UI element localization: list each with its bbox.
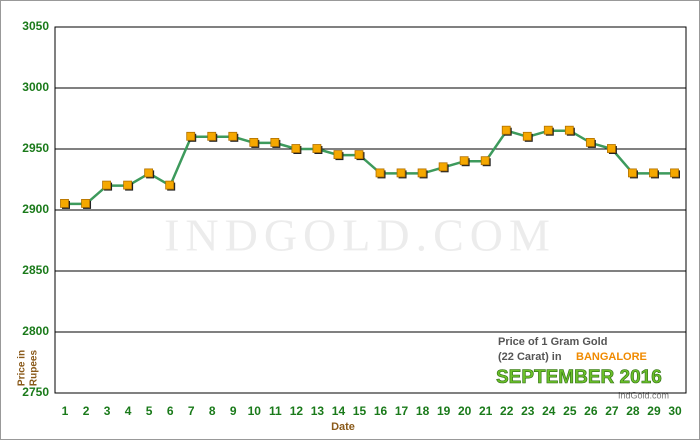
x-tick-label: 6 xyxy=(167,404,174,418)
caption-line: (22 Carat) in xyxy=(498,351,562,363)
marker xyxy=(501,125,511,135)
marker xyxy=(249,137,259,147)
marker xyxy=(144,168,154,178)
marker xyxy=(670,168,679,178)
x-tick-label: 2 xyxy=(83,404,90,418)
marker xyxy=(165,180,175,190)
marker xyxy=(102,180,111,190)
marker xyxy=(207,131,217,141)
marker xyxy=(396,168,406,178)
x-tick-label: 27 xyxy=(605,404,619,418)
y-label-line: Price in xyxy=(17,350,28,386)
x-tick-label: 11 xyxy=(269,404,282,418)
marker xyxy=(186,131,196,141)
x-tick-label: 9 xyxy=(230,404,237,418)
y-tick-label: 2750 xyxy=(22,385,49,399)
y-tick-label: 2900 xyxy=(22,202,49,216)
marker xyxy=(312,144,322,153)
x-tick-label: 21 xyxy=(479,404,493,418)
marker xyxy=(628,168,637,178)
y-tick-label: 3050 xyxy=(22,19,49,33)
marker xyxy=(480,156,490,166)
x-tick-label: 13 xyxy=(311,404,325,418)
x-tick-label: 16 xyxy=(374,404,388,418)
watermark: IndGold.com xyxy=(164,210,556,261)
y-tick-label: 2950 xyxy=(22,141,49,155)
marker xyxy=(417,168,427,178)
marker xyxy=(333,150,343,160)
x-tick-label: 19 xyxy=(437,404,451,418)
x-axis-label: Date xyxy=(331,421,355,433)
marker xyxy=(649,168,658,178)
caption-line: Price of 1 Gram Gold xyxy=(498,336,607,348)
marker xyxy=(438,162,448,172)
x-tick-label: 3 xyxy=(104,404,111,418)
y-tick-label: 2850 xyxy=(22,263,49,277)
x-tick-label: 7 xyxy=(188,404,195,418)
x-tick-label: 23 xyxy=(521,404,535,418)
x-tick-label: 8 xyxy=(209,404,216,418)
x-tick-label: 4 xyxy=(125,404,132,418)
marker xyxy=(585,137,595,147)
marker xyxy=(375,168,385,178)
y-label-line: Rupees xyxy=(29,350,40,387)
y-tick-label: 3000 xyxy=(22,80,49,94)
y-axis-label: Price in Rupees xyxy=(17,350,40,387)
marker xyxy=(564,125,574,135)
marker xyxy=(354,150,364,160)
x-tick-label: 5 xyxy=(146,404,153,418)
marker xyxy=(123,180,133,190)
marker xyxy=(522,131,532,141)
x-tick-label: 28 xyxy=(626,404,640,418)
x-tick-label: 12 xyxy=(290,404,304,418)
x-tick-label: 26 xyxy=(584,404,598,418)
marker xyxy=(81,198,90,208)
caption-city: BANGALORE xyxy=(576,351,647,363)
marker xyxy=(228,131,238,141)
marker xyxy=(459,156,469,166)
x-tick-label: 17 xyxy=(395,404,409,418)
x-tick-label: 20 xyxy=(458,404,472,418)
x-tick-label: 29 xyxy=(647,404,661,418)
marker xyxy=(291,144,301,153)
x-tick-label: 30 xyxy=(668,404,682,418)
marker xyxy=(606,144,616,153)
x-tick-label: 18 xyxy=(416,404,430,418)
x-tick-label: 24 xyxy=(542,404,556,418)
caption-month: SEPTEMBER 2016 xyxy=(496,367,662,388)
marker xyxy=(60,198,69,208)
caption: Price of 1 Gram Gold (22 Carat) in BANGA… xyxy=(496,336,669,400)
x-tick-label: 25 xyxy=(563,404,577,418)
y-tick-label: 2800 xyxy=(22,324,49,338)
x-tick-label: 14 xyxy=(332,404,346,418)
caption-site: IndGold.com xyxy=(618,390,669,400)
marker xyxy=(270,137,280,147)
marker xyxy=(543,125,553,135)
x-tick-label: 15 xyxy=(353,404,367,418)
x-tick-label: 1 xyxy=(62,404,69,418)
x-tick-label: 10 xyxy=(248,404,262,418)
x-tick-label: 22 xyxy=(500,404,514,418)
